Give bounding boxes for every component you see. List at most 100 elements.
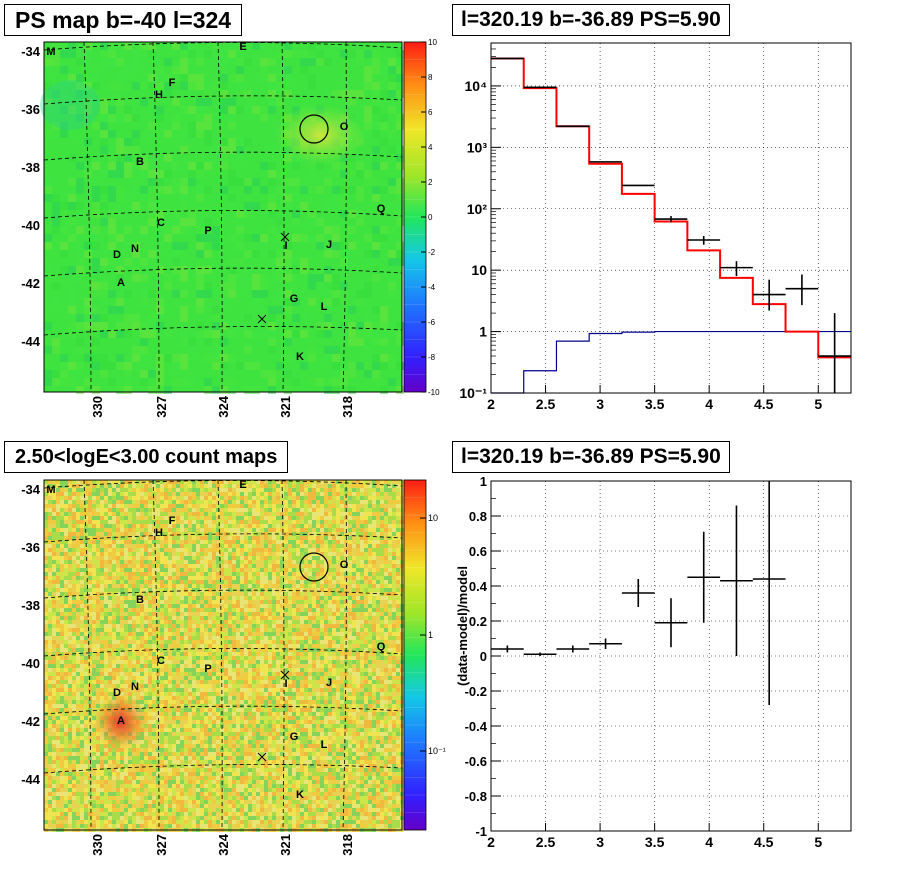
map-pixel [156,82,164,90]
map-pixel [180,354,188,362]
map-pixel [196,640,200,644]
map-pixel [132,50,140,58]
map-pixel [296,644,300,648]
map-pixel [48,480,52,484]
map-pixel [80,588,84,592]
map-pixel [148,290,156,298]
map-pixel [72,636,76,640]
map-pixel [80,480,84,484]
map-pixel [188,560,192,564]
map-pixel [324,492,328,496]
map-pixel [120,496,124,500]
map-pixel [260,524,264,528]
map-pixel [96,504,100,508]
map-pixel [148,584,152,588]
map-pixel [100,552,104,556]
map-pixel [156,322,164,330]
residual-title: l=320.19 b=-36.89 PS=5.90 [452,441,730,473]
map-pixel [124,596,128,600]
map-pixel [68,544,72,548]
map-pixel [112,652,116,656]
map-pixel [220,162,228,170]
map-pixel [208,508,212,512]
map-pixel [120,556,124,560]
map-pixel [192,624,196,628]
map-pixel [160,508,164,512]
map-pixel [60,652,64,656]
map-pixel [312,584,316,588]
map-pixel [380,636,384,640]
map-pixel [252,552,256,556]
map-pixel [372,480,376,484]
map-pixel [156,532,160,536]
map-pixel [88,612,92,616]
map-pixel [104,520,108,524]
map-pixel [292,314,300,322]
map-pixel [92,648,96,652]
map-pixel [52,612,56,616]
map-pixel [116,656,120,660]
cool-region [40,80,100,130]
map-pixel [84,652,88,656]
map-pixel [244,636,248,640]
map-pixel [68,620,72,624]
map-pixel [236,612,240,616]
map-pixel [116,480,120,484]
map-pixel [52,480,56,484]
map-pixel [352,524,356,528]
map-pixel [88,580,92,584]
map-pixel [372,306,380,314]
map-pixel [92,266,100,274]
map-pixel [332,652,336,656]
map-pixel [384,576,388,580]
map-pixel [132,346,140,354]
map-pixel [368,488,372,492]
map-pixel [292,516,296,520]
map-pixel [252,560,256,564]
map-pixel [288,520,292,524]
map-pixel [88,500,92,504]
map-pixel [156,242,164,250]
map-pixel [84,154,92,162]
map-pixel [92,194,100,202]
map-pixel [100,600,104,604]
map-pixel [304,588,308,592]
map-pixel [368,500,372,504]
map-pixel [232,528,236,532]
map-pixel [184,552,188,556]
map-pixel [88,656,92,660]
map-pixel [160,632,164,636]
map-pixel [216,492,220,496]
map-pixel [76,488,80,492]
map-pixel [348,568,352,572]
map-pixel [280,628,284,632]
map-pixel [360,552,364,556]
map-pixel [232,632,236,636]
map-pixel [200,516,204,520]
map-pixel [340,624,344,628]
map-pixel [356,636,360,640]
map-pixel [92,620,96,624]
map-pixel [244,588,248,592]
map-pixel [84,592,88,596]
map-pixel [44,644,48,648]
map-pixel [152,592,156,596]
map-pixel [224,524,228,528]
map-pixel [84,306,92,314]
map-pixel [52,130,60,138]
map-pixel [200,492,204,496]
map-pixel [348,504,352,508]
map-pixel [96,640,100,644]
map-pixel [88,644,92,648]
map-pixel [68,656,72,660]
map-pixel [224,632,228,636]
map-pixel [188,536,192,540]
map-pixel [232,584,236,588]
map-pixel [44,568,48,572]
map-pixel [180,194,188,202]
map-pixel [228,274,236,282]
map-pixel [220,484,224,488]
map-pixel [180,106,188,114]
map-pixel [308,500,312,504]
